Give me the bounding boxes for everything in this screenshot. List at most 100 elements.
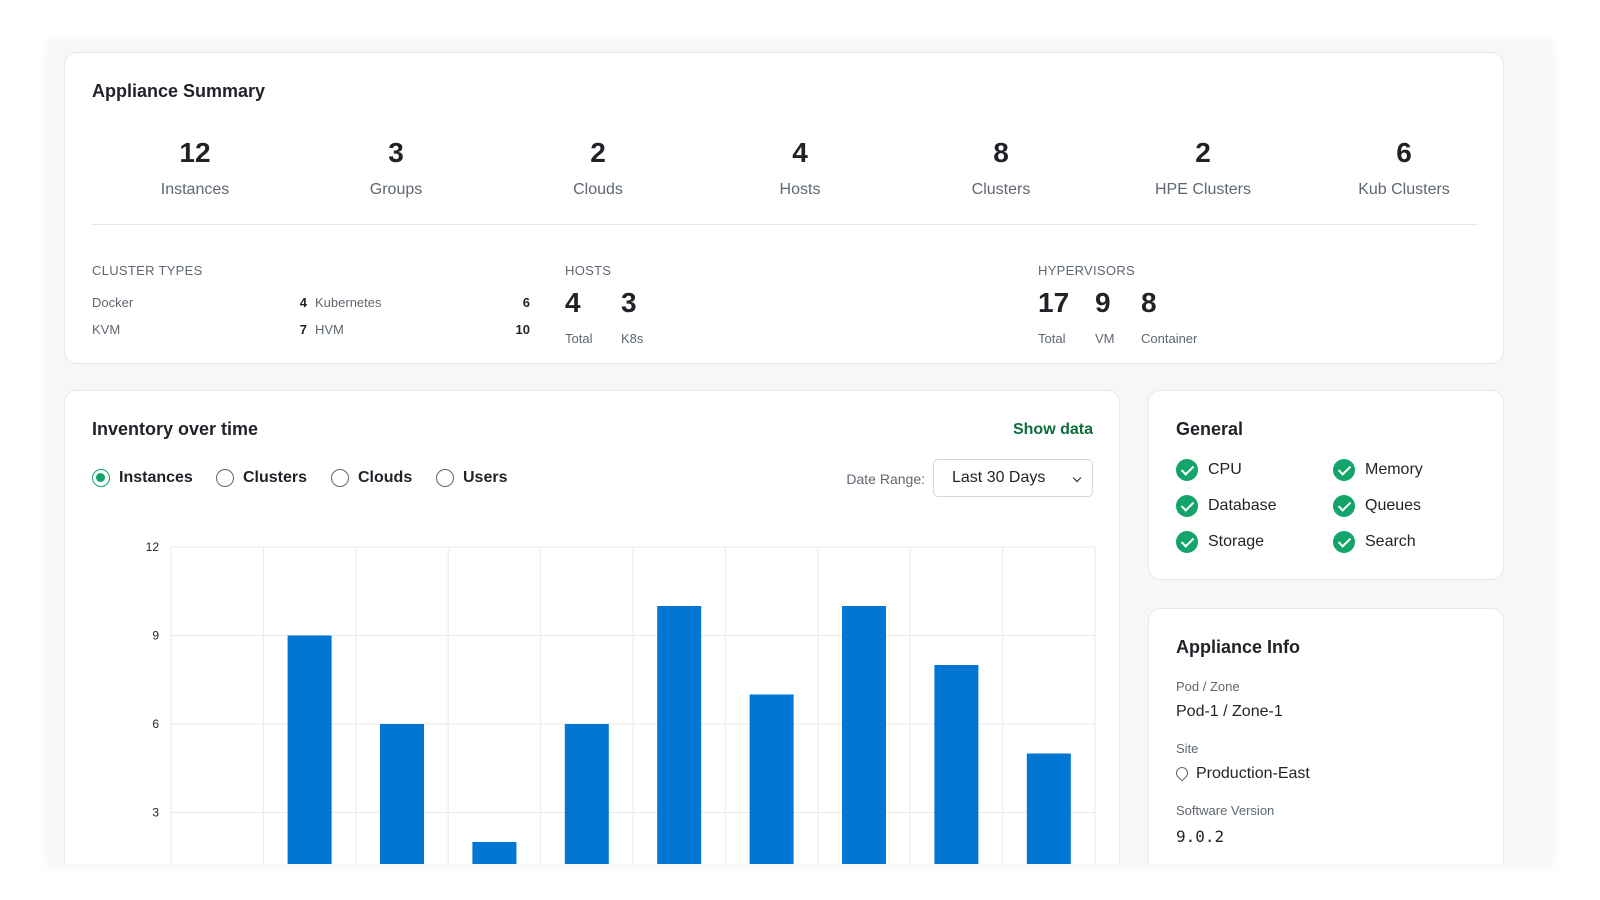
appliance-info-card: Appliance Info Pod / Zone Pod-1 / Zone-1… — [1148, 608, 1504, 864]
stat-value: 2 — [590, 137, 606, 168]
cluster-type-kubernetes-count: 6 — [522, 295, 530, 310]
date-range-value: Last 30 Days — [952, 469, 1046, 486]
stat-instances[interactable]: 12 Instances — [92, 137, 298, 199]
radio-label: Users — [463, 469, 508, 486]
stat-label: Groups — [369, 181, 423, 198]
cluster-type-docker: Docker — [92, 295, 134, 310]
hypervisors-heading: HYPERVISORS — [1038, 263, 1135, 278]
radio-label: Clusters — [243, 469, 308, 486]
hypervisors-total-value: 17 — [1038, 287, 1070, 318]
site-label: Site — [1176, 741, 1199, 756]
bar — [934, 665, 979, 864]
stat-value: 8 — [993, 137, 1009, 168]
summary-title: Appliance Summary — [92, 81, 266, 101]
general-item-memory: Memory — [1333, 459, 1423, 481]
general-item-label: CPU — [1208, 461, 1242, 478]
radio-users[interactable]: Users — [436, 469, 507, 487]
cluster-type-kubernetes: Kubernetes — [315, 295, 382, 310]
hypervisors-container-label: Container — [1141, 331, 1198, 346]
stat-value: 4 — [792, 137, 808, 168]
stat-label: Clouds — [573, 181, 623, 198]
inventory-card: Inventory over time Show data Instances … — [64, 390, 1120, 864]
stat-label: Hosts — [779, 181, 821, 198]
hosts-k8s-value: 3 — [621, 287, 637, 318]
general-item-label: Storage — [1208, 533, 1265, 550]
cluster-type-hvm: HVM — [315, 322, 344, 337]
check-circle-icon — [1176, 531, 1198, 553]
location-pin-icon — [1173, 764, 1191, 782]
summary-divider — [92, 224, 1478, 225]
radio-selected-icon — [92, 469, 110, 487]
show-data-link[interactable]: Show data — [1012, 421, 1093, 438]
stat-label: HPE Clusters — [1154, 181, 1252, 198]
cluster-type-hvm-count: 10 — [515, 322, 530, 337]
radio-label: Clouds — [358, 469, 413, 486]
general-item-queues: Queues — [1333, 495, 1421, 517]
stat-clusters[interactable]: 8 Clusters — [898, 137, 1104, 199]
stat-groups[interactable]: 3 Groups — [293, 137, 499, 199]
radio-unselected-icon — [331, 469, 349, 487]
dashboard-frame: Appliance Summary 12 Instances 3 Groups … — [48, 40, 1552, 864]
chevron-down-icon — [1072, 473, 1082, 483]
hosts-total-label: Total — [565, 331, 593, 346]
stat-value: 12 — [179, 137, 211, 168]
check-circle-icon — [1333, 531, 1355, 553]
stat-hosts[interactable]: 4 Hosts — [697, 137, 903, 199]
pod-zone-value: Pod-1 / Zone-1 — [1176, 703, 1283, 720]
appliance-summary-card: Appliance Summary 12 Instances 3 Groups … — [64, 52, 1504, 364]
radio-clusters[interactable]: Clusters — [216, 469, 307, 487]
bar — [1026, 753, 1071, 864]
hosts-k8s-label: K8s — [621, 331, 644, 346]
stat-label: Clusters — [971, 181, 1031, 198]
general-item-database: Database — [1176, 495, 1277, 517]
bar — [657, 606, 702, 864]
software-version-label: Software Version — [1176, 803, 1275, 818]
general-item-label: Database — [1208, 497, 1277, 514]
hypervisors-container-value: 8 — [1141, 287, 1157, 318]
bar — [749, 694, 794, 864]
date-range-select[interactable]: Last 30 Days — [933, 459, 1093, 497]
cluster-type-kvm: KVM — [92, 322, 121, 337]
y-tick-label: 3 — [152, 806, 159, 820]
radio-clouds[interactable]: Clouds — [331, 469, 412, 487]
cluster-types-heading: CLUSTER TYPES — [92, 263, 203, 278]
cluster-type-kvm-count: 7 — [299, 322, 307, 337]
stat-label: Kub Clusters — [1358, 181, 1450, 198]
site-value-row: Production-East — [1173, 764, 1310, 783]
stat-hpe-clusters[interactable]: 2 HPE Clusters — [1100, 137, 1306, 199]
radio-label: Instances — [119, 469, 193, 486]
radio-instances[interactable]: Instances — [92, 469, 193, 487]
general-item-label: Memory — [1365, 461, 1423, 478]
stat-value: 2 — [1195, 137, 1211, 168]
check-circle-icon — [1333, 459, 1355, 481]
cluster-type-docker-count: 4 — [299, 295, 307, 310]
general-card: General CPU Memory Database Queues Stora… — [1148, 390, 1504, 580]
inventory-title: Inventory over time — [92, 419, 259, 439]
general-item-storage: Storage — [1176, 531, 1264, 553]
general-item-search: Search — [1333, 531, 1416, 553]
y-tick-label: 6 — [152, 717, 159, 731]
date-range-label: Date Range: — [846, 471, 925, 487]
y-tick-label: 12 — [146, 540, 160, 554]
stat-value: 6 — [1396, 137, 1412, 168]
check-circle-icon — [1176, 459, 1198, 481]
hypervisors-total-label: Total — [1038, 331, 1066, 346]
site-value: Production-East — [1196, 765, 1310, 782]
general-item-label: Search — [1365, 533, 1416, 550]
software-version-value: 9.0.2 — [1176, 827, 1225, 846]
hosts-total-value: 4 — [565, 287, 581, 318]
check-circle-icon — [1176, 495, 1198, 517]
check-circle-icon — [1333, 495, 1355, 517]
general-title: General — [1176, 419, 1244, 439]
stat-clouds[interactable]: 2 Clouds — [495, 137, 701, 199]
stat-value: 3 — [388, 137, 404, 168]
stat-kub-clusters[interactable]: 6 Kub Clusters — [1301, 137, 1507, 199]
bar — [564, 724, 609, 864]
general-item-label: Queues — [1365, 497, 1422, 514]
hypervisors-vm-value: 9 — [1095, 287, 1111, 318]
radio-unselected-icon — [216, 469, 234, 487]
inventory-bar-chart: 036912 — [146, 540, 1096, 864]
y-tick-label: 9 — [152, 629, 159, 643]
bar — [287, 635, 332, 864]
radio-unselected-icon — [436, 469, 454, 487]
